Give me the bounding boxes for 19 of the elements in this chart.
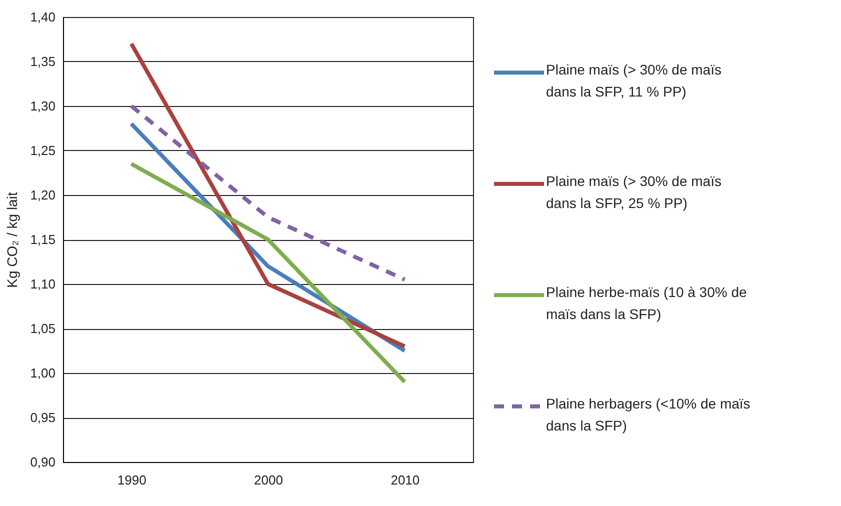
y-tick-label: 1,30 <box>30 98 56 114</box>
y-tick-label: 1,05 <box>30 321 56 336</box>
legend-label: Plaine herbagers (<10% de maïs dans la SFP) <box>546 395 750 434</box>
y-tick-label: 1,00 <box>30 366 56 380</box>
y-axis-title: Kg CO₂ / kg lait <box>4 192 20 288</box>
y-tick-label: 1,20 <box>30 188 56 202</box>
y-tick-label: 1,15 <box>30 232 56 247</box>
y-tick-label: 0,95 <box>30 410 56 425</box>
x-tick-label: 2010 <box>390 472 420 488</box>
legend-label: Plaine herbe-maïs (10 à 30% de maïs dans la SFP) <box>546 284 747 322</box>
x-tick-label: 1990 <box>117 472 146 488</box>
x-tick-label: 2000 <box>254 472 283 488</box>
legend-label: Plaine maïs (> 30% de maïs dans la SFP, 25 % PP) <box>546 172 722 211</box>
y-tick-label: 1,10 <box>30 276 56 292</box>
y-tick-label: 0,90 <box>30 454 56 470</box>
y-tick-label: 1,35 <box>30 54 56 69</box>
legend-label: Plaine maïs (> 30% de maïs dans la SFP, 11 % PP) <box>546 62 722 100</box>
y-tick-label: 1,40 <box>30 10 56 24</box>
y-tick-label: 1,25 <box>30 143 56 158</box>
